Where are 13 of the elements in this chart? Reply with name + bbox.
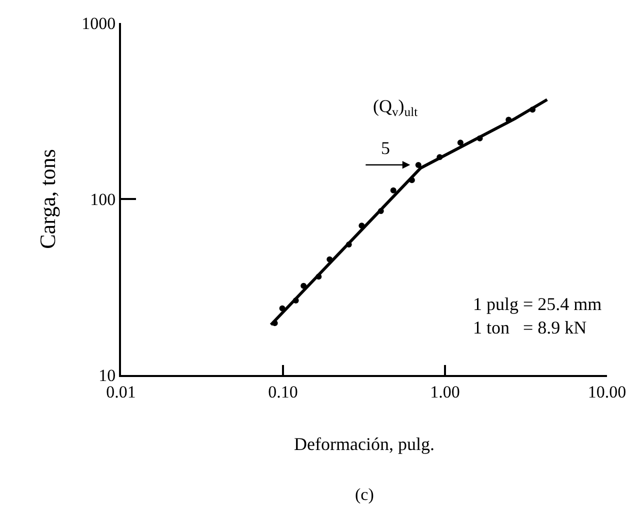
x-tick-label: 0.01 [106, 382, 136, 402]
x-tick-label: 1.00 [430, 382, 460, 402]
y-tick-label: 1000 [82, 14, 116, 33]
text: (c) [355, 485, 374, 504]
x-axis-title: Deformación, pulg. [294, 434, 434, 454]
annotation: 5 [381, 138, 390, 158]
y-tick-label: 100 [90, 190, 116, 209]
y-axis-title: Carga, tons [34, 149, 60, 249]
x-tick-label: 0.10 [268, 382, 298, 402]
annotation: 1 pulg = 25.4 mm 1 ton = 8.9 kN [473, 294, 602, 338]
annotation: (Q$_{v}$)$_{ult}$ [373, 96, 418, 119]
x-tick-label: 10.00 [588, 382, 626, 402]
y-tick-label: 10 [98, 366, 116, 385]
